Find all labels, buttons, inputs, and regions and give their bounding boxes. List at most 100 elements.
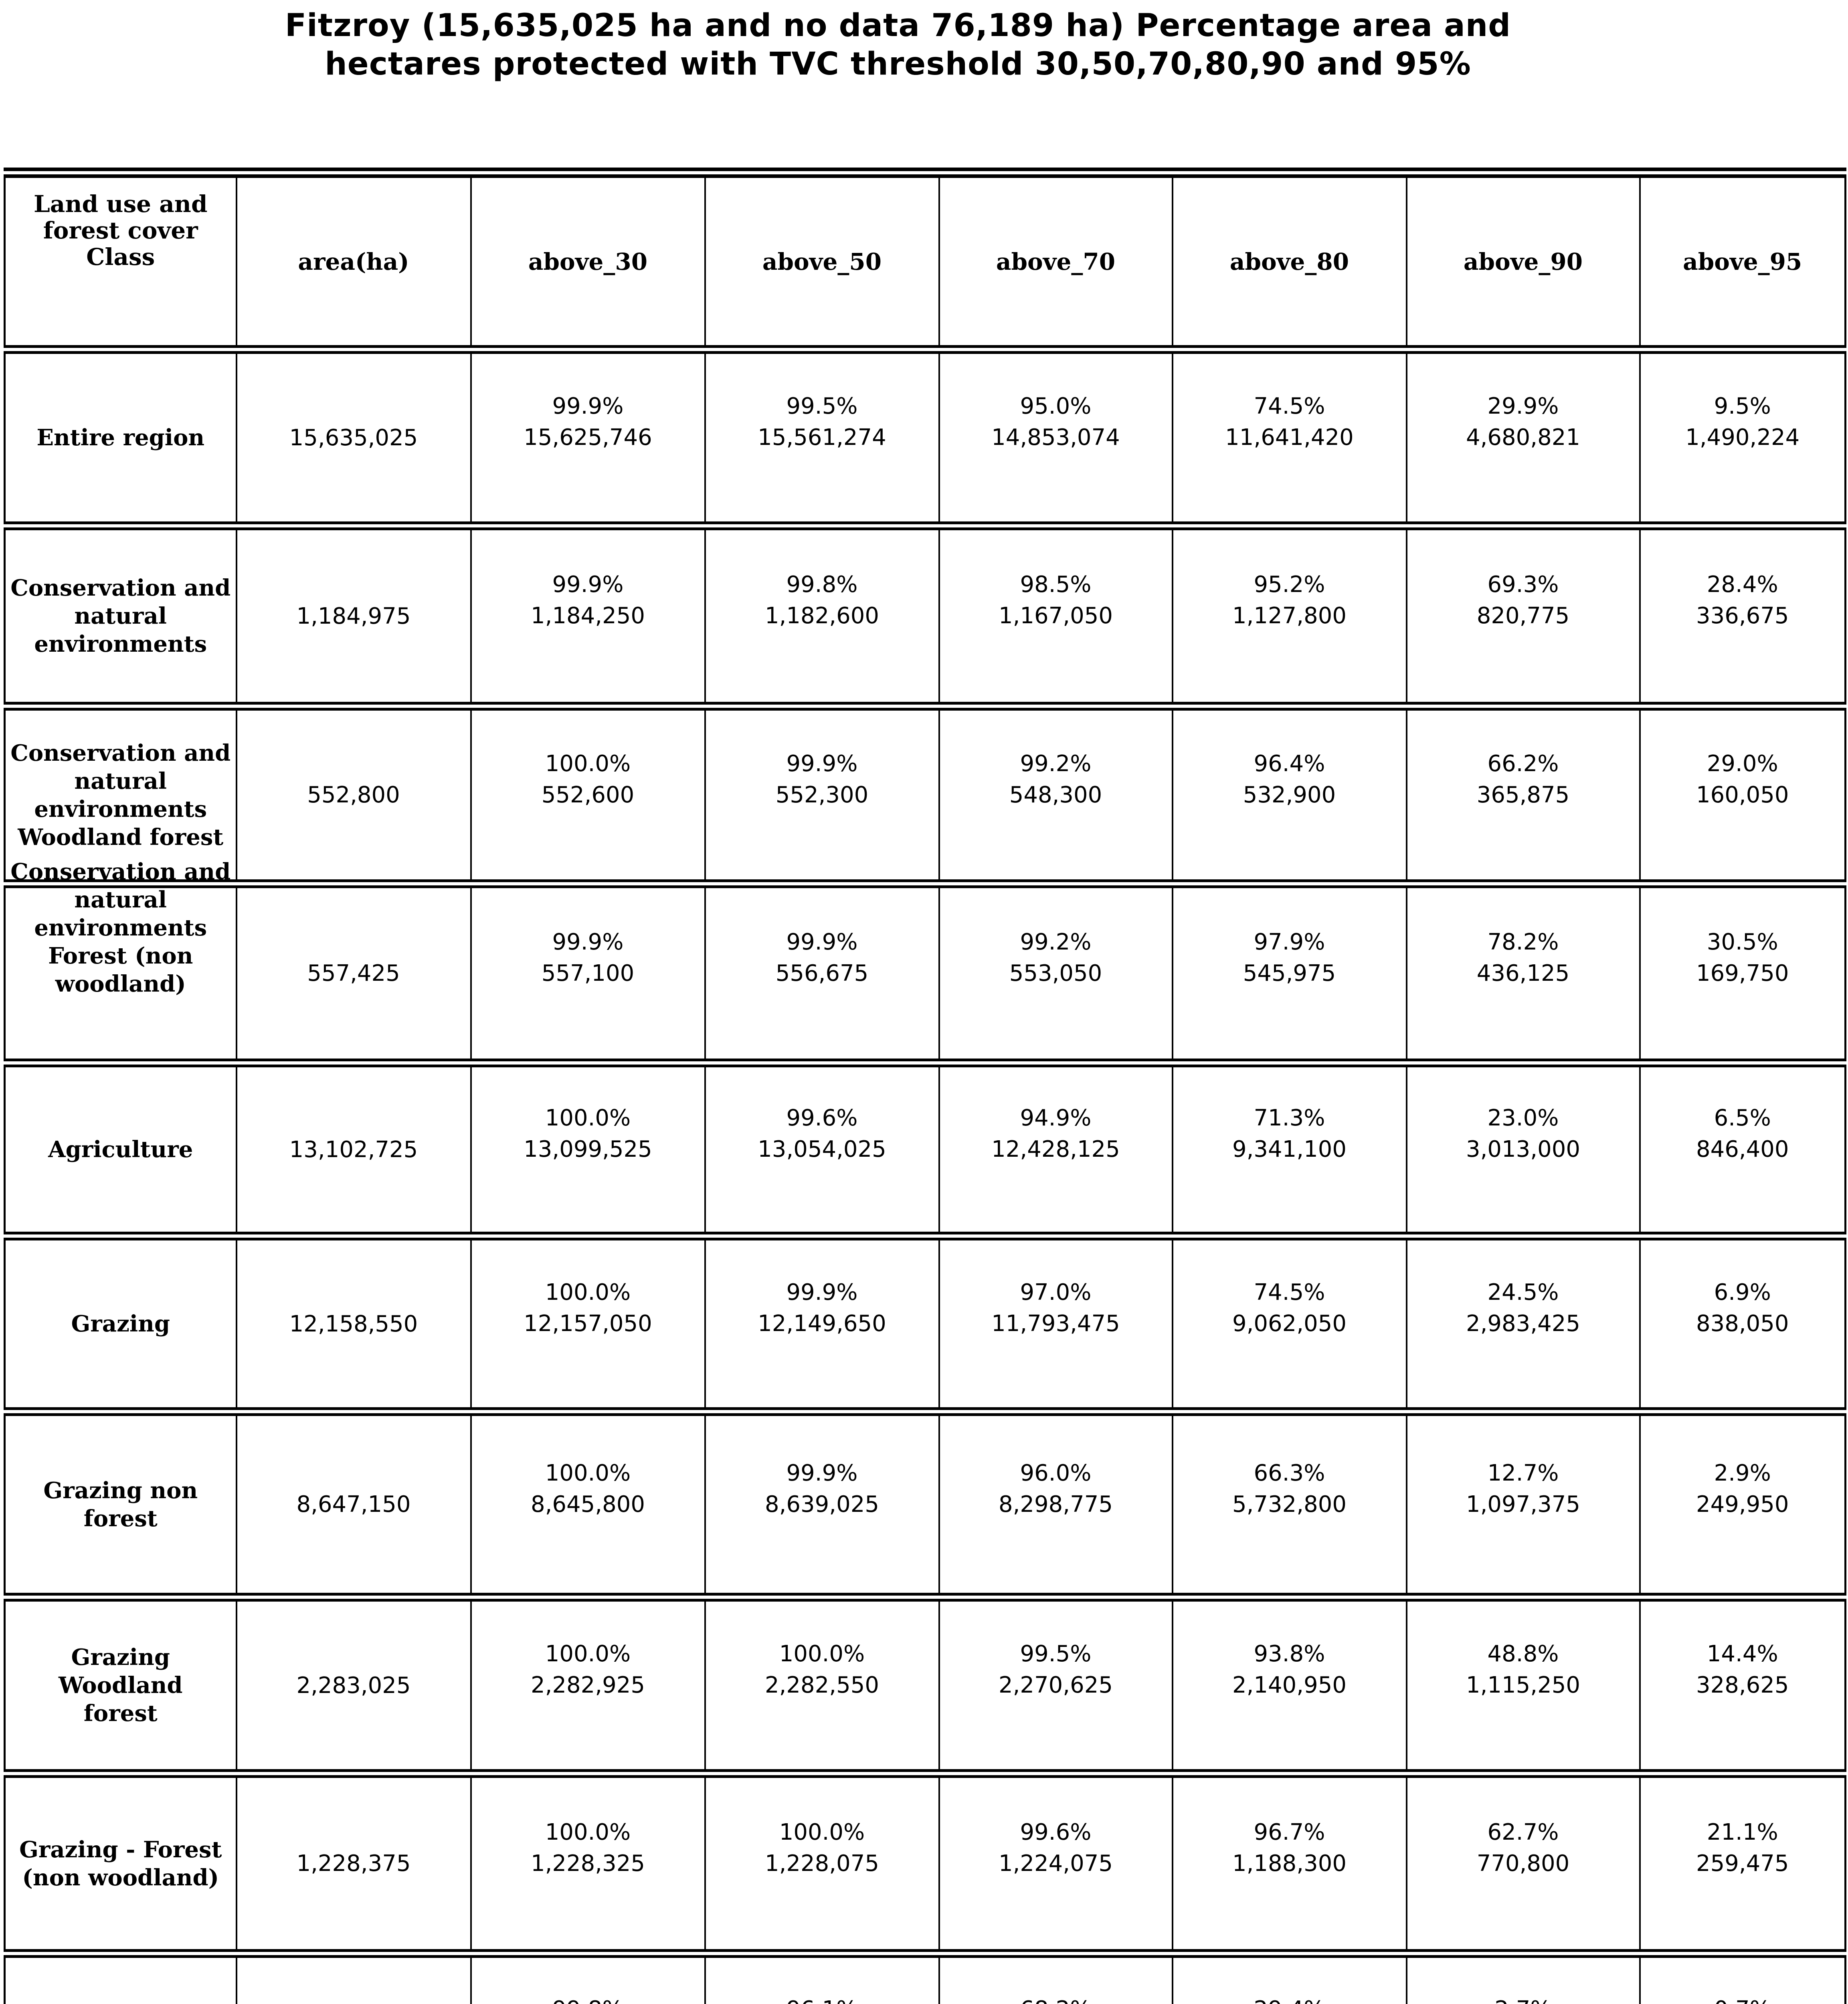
percent-value: 99.9% <box>552 572 624 598</box>
hectares-value: 3,013,000 <box>1466 1136 1580 1162</box>
threshold-cell: 99.2% 548,300 <box>938 706 1173 884</box>
row-label: Grazing Woodland forest <box>4 1597 237 1774</box>
hectares-value: 846,400 <box>1696 1136 1789 1162</box>
threshold-cell: 69.3% 820,775 <box>1405 526 1641 706</box>
hectares-value: 2,282,925 <box>530 1672 645 1698</box>
threshold-cell: 96.4% 532,900 <box>1171 706 1407 884</box>
percent-value: 29.0% <box>1706 750 1778 777</box>
hectares-value: 2,983,425 <box>1466 1311 1580 1337</box>
threshold-cell: 74.5% 9,062,050 <box>1171 1236 1407 1412</box>
threshold-cell: 99.2% 553,050 <box>938 884 1173 1063</box>
threshold-cell: 100.0% 1,228,075 <box>704 1774 940 1953</box>
threshold-cell: 96.1%780,800 <box>704 1953 940 2004</box>
hectares-value: 1,490,224 <box>1685 424 1800 450</box>
threshold-cell: 99.5% 2,270,625 <box>938 1597 1173 1774</box>
percent-value: 97.9% <box>1254 929 1325 955</box>
page-title: Fitzroy (15,635,025 ha and no data 76,18… <box>0 6 1822 83</box>
hectares-value: 1,184,250 <box>530 603 645 629</box>
hectares-value: 557,100 <box>541 960 635 986</box>
hectares-value: 249,950 <box>1696 1491 1789 1517</box>
area-value: 1,184,975 <box>235 526 472 706</box>
percent-value: 100.0% <box>779 1819 865 1845</box>
hectares-value: 552,300 <box>775 782 869 808</box>
percent-value: 100.0% <box>545 1460 631 1486</box>
percent-value: 21.1% <box>1706 1819 1778 1845</box>
threshold-cell: 100.0% 8,645,800 <box>470 1412 706 1597</box>
percent-value: 99.2% <box>1020 750 1092 777</box>
table-row: Agriculture 13,102,725 100.0% 13,099,525 99.… <box>4 1063 1846 1236</box>
threshold-cell: 93.8% 2,140,950 <box>1171 1597 1407 1774</box>
hectares-value: 365,875 <box>1476 782 1570 808</box>
hectares-value: 548,300 <box>1009 782 1102 808</box>
percent-value: 99.2% <box>1020 929 1092 955</box>
threshold-cell: 100.0% 2,282,925 <box>470 1597 706 1774</box>
hectares-value: 1,182,600 <box>764 603 879 629</box>
threshold-cell: 99.8%811,375 <box>470 1953 706 2004</box>
percent-value: 2.7% <box>1494 1994 1551 2004</box>
percent-value: 95.0% <box>1020 393 1092 419</box>
page-title-line2: hectares protected with TVC threshold 30… <box>325 46 1471 82</box>
column-header-above-80: above_80 <box>1171 173 1407 349</box>
threshold-cell: 99.5% 15,561,274 <box>704 349 940 526</box>
row-label: Cropping <box>4 1953 237 2004</box>
row-label: Entire region <box>4 349 237 526</box>
hectares-value: 838,050 <box>1696 1311 1789 1337</box>
percent-value: 100.0% <box>545 1279 631 1305</box>
hectares-value: 12,157,050 <box>524 1311 652 1337</box>
threshold-cell: 100.0% 12,157,050 <box>470 1236 706 1412</box>
hectares-value: 259,475 <box>1696 1850 1789 1877</box>
percent-value: 96.7% <box>1254 1819 1325 1845</box>
percent-value: 14.4% <box>1706 1641 1778 1667</box>
threshold-cell: 21.1% 259,475 <box>1639 1774 1846 1953</box>
threshold-cell: 2.9% 249,950 <box>1639 1412 1846 1597</box>
threshold-cell: 99.9% 552,300 <box>704 706 940 884</box>
table-row: Conservation and natural environments 1,1… <box>4 526 1846 706</box>
column-header-above-30: above_30 <box>470 173 706 349</box>
threshold-cell: 98.5% 1,167,050 <box>938 526 1173 706</box>
hectares-value: 2,140,950 <box>1232 1672 1347 1698</box>
hectares-value: 160,050 <box>1696 782 1789 808</box>
column-header-above-70: above_70 <box>938 173 1173 349</box>
threshold-cell: 24.5% 2,983,425 <box>1405 1236 1641 1412</box>
row-label: Conservation and natural environments <box>4 526 237 706</box>
percent-value: 95.2% <box>1254 572 1325 598</box>
hectares-value: 1,167,050 <box>998 603 1113 629</box>
hectares-value: 12,149,650 <box>758 1311 886 1337</box>
percent-value: 100.0% <box>779 1641 865 1667</box>
row-label: Conservation and natural environments Fo… <box>4 859 237 1063</box>
percent-value: 48.8% <box>1487 1641 1559 1667</box>
hectares-value: 770,800 <box>1476 1850 1570 1877</box>
hectares-value: 9,062,050 <box>1232 1311 1347 1337</box>
percent-value: 24.5% <box>1487 1279 1559 1305</box>
threshold-cell: 99.9% 8,639,025 <box>704 1412 940 1597</box>
row-label: Grazing non forest <box>4 1412 237 1597</box>
percent-value: 29.9% <box>1487 393 1559 419</box>
percent-value: 99.9% <box>786 1460 858 1486</box>
hectares-value: 13,054,025 <box>758 1136 886 1162</box>
threshold-cell: 74.5% 11,641,420 <box>1171 349 1407 526</box>
threshold-cell: 100.0% 2,282,550 <box>704 1597 940 1774</box>
threshold-cell: 100.0% 1,228,325 <box>470 1774 706 1953</box>
percent-value: 71.3% <box>1254 1105 1325 1131</box>
percent-value: 99.8% <box>552 1994 624 2004</box>
threshold-cell: 14.4% 328,625 <box>1639 1597 1846 1774</box>
hectares-value: 1,228,075 <box>764 1850 879 1877</box>
hectares-value: 552,600 <box>541 782 635 808</box>
threshold-cell: 97.9% 545,975 <box>1171 884 1407 1063</box>
hectares-value: 15,625,746 <box>524 424 652 450</box>
percent-value: 23.0% <box>1487 1105 1559 1131</box>
percent-value: 100.0% <box>545 1641 631 1667</box>
hectares-value: 532,900 <box>1243 782 1336 808</box>
table-row: Conservation and natural environments Fo… <box>4 859 1846 1063</box>
hectares-value: 336,675 <box>1696 603 1789 629</box>
threshold-cell: 96.7% 1,188,300 <box>1171 1774 1407 1953</box>
hectares-value: 328,625 <box>1696 1672 1789 1698</box>
area-value: 13,102,725 <box>235 1063 472 1236</box>
percent-value: 94.9% <box>1020 1105 1092 1131</box>
hectares-value: 12,428,125 <box>991 1136 1120 1162</box>
percent-value: 93.8% <box>1254 1641 1325 1667</box>
threshold-cell: 30.5% 169,750 <box>1639 884 1846 1063</box>
percent-value: 99.8% <box>786 572 858 598</box>
threshold-cell: 0.7%5,700 <box>1639 1953 1846 2004</box>
table-row: Cropping812,82599.8%811,37596.1%780,8006… <box>4 1953 1846 2004</box>
